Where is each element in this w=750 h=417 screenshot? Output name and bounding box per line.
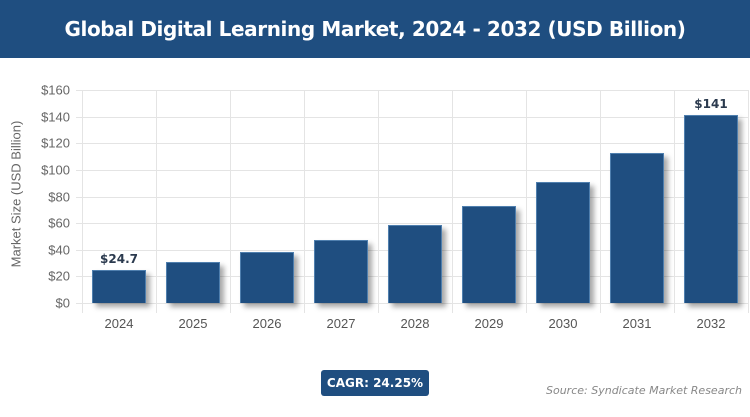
bar-2024 — [92, 270, 146, 303]
y-tick-label: $80 — [48, 189, 70, 204]
gridline-vertical — [452, 90, 453, 313]
bar-2028 — [388, 224, 442, 303]
cagr-badge: CAGR: 24.25% — [321, 370, 429, 396]
y-tick-label: $0 — [55, 295, 70, 311]
chart-title: Global Digital Learning Market, 2024 - 2… — [64, 17, 686, 41]
gridline-vertical — [674, 90, 675, 313]
gridline-horizontal — [76, 90, 748, 91]
bar-2031 — [610, 152, 664, 303]
gridline-vertical — [600, 90, 601, 313]
y-tick-label: $120 — [41, 135, 70, 151]
gridline-horizontal — [76, 196, 748, 198]
x-tick-label: 2024 — [104, 316, 134, 331]
gridline-vertical — [378, 90, 379, 313]
gridline-horizontal — [76, 169, 748, 171]
bar-2029 — [462, 205, 516, 303]
x-tick-label: 2032 — [696, 316, 726, 331]
bar-2032 — [684, 115, 738, 303]
gridline-horizontal — [76, 303, 748, 304]
data-label: $24.7 — [100, 252, 138, 267]
y-tick-label: $100 — [41, 162, 70, 178]
gridline-vertical — [748, 90, 749, 313]
gridline-horizontal — [76, 223, 748, 225]
x-tick-label: 2028 — [400, 316, 430, 331]
data-label: $141 — [694, 97, 728, 112]
y-tick-label: $60 — [48, 215, 70, 231]
bar-2027 — [314, 240, 368, 303]
gridline-vertical — [156, 90, 157, 313]
y-tick-label: $140 — [41, 109, 70, 125]
gridline-horizontal — [76, 116, 748, 118]
x-tick-label: 2026 — [252, 316, 282, 331]
y-axis-label: Market Size (USD Billion) — [8, 120, 24, 268]
y-tick-label: $20 — [48, 268, 70, 284]
title-banner: Global Digital Learning Market, 2024 - 2… — [0, 0, 750, 58]
x-tick-label: 2030 — [548, 316, 578, 331]
y-tick-label: $160 — [41, 82, 70, 98]
x-tick-label: 2025 — [178, 316, 208, 331]
bar-2025 — [166, 262, 220, 303]
gridline-vertical — [304, 90, 305, 313]
x-tick-label: 2031 — [622, 316, 652, 331]
x-tick-label: 2027 — [326, 316, 356, 331]
x-tick-label: 2029 — [474, 316, 504, 331]
gridline-vertical — [230, 90, 231, 313]
bar-2030 — [536, 182, 590, 303]
source-note: Source: Syndicate Market Research — [546, 384, 742, 397]
y-tick-label: $40 — [48, 242, 70, 258]
gridline-horizontal — [76, 143, 748, 145]
bar-2026 — [240, 252, 294, 303]
gridline-vertical — [82, 90, 83, 313]
gridline-vertical — [526, 90, 527, 313]
